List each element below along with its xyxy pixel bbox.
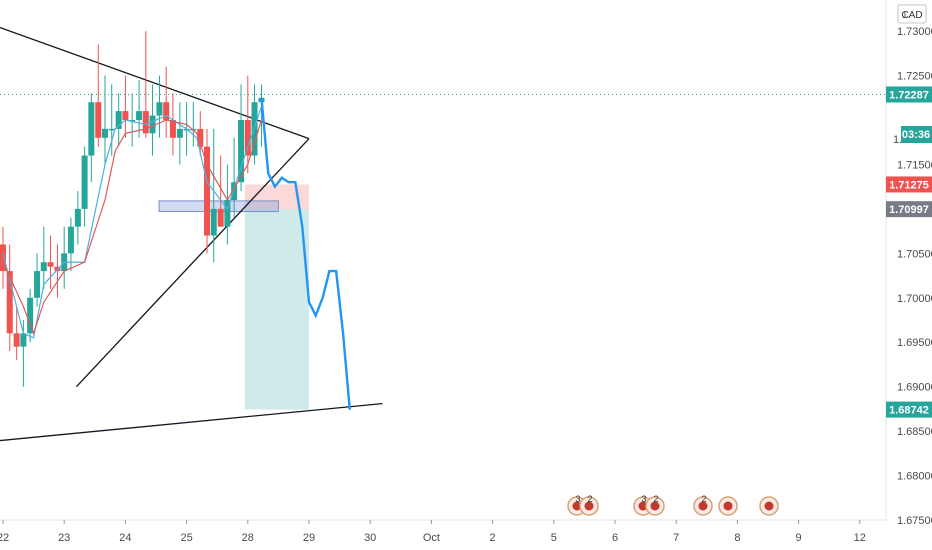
time-tick-label: 25 bbox=[180, 532, 192, 544]
flag-icon bbox=[638, 501, 648, 511]
series-line bbox=[2, 119, 263, 336]
price-tag-label: 1.70997 bbox=[889, 204, 929, 216]
time-tick-label: 22 bbox=[0, 532, 9, 544]
event-count-label: 2 bbox=[587, 494, 592, 504]
flag-icon bbox=[698, 501, 708, 511]
candle-body[interactable] bbox=[156, 102, 163, 116]
time-tick-label: 7 bbox=[673, 532, 679, 544]
flag-icon bbox=[584, 501, 594, 511]
event-count-label: 2 bbox=[701, 494, 706, 504]
candle-body[interactable] bbox=[163, 102, 170, 120]
candle-body[interactable] bbox=[136, 111, 143, 120]
time-tick-label: 6 bbox=[612, 532, 618, 544]
candle-body[interactable] bbox=[115, 111, 122, 129]
candle-body[interactable] bbox=[108, 128, 115, 131]
price-tag-label: 1.71275 bbox=[889, 179, 929, 191]
candle-body[interactable] bbox=[95, 102, 102, 138]
candle-body[interactable] bbox=[231, 182, 238, 200]
candle-body[interactable] bbox=[6, 271, 13, 334]
candle-body[interactable] bbox=[13, 333, 20, 347]
price-tick-label: 1.67500 bbox=[897, 515, 932, 527]
candle-body[interactable] bbox=[238, 120, 245, 183]
candle-body[interactable] bbox=[0, 244, 6, 272]
candle-body[interactable] bbox=[102, 128, 108, 138]
take-profit-zone[interactable] bbox=[244, 209, 309, 410]
plot-area[interactable] bbox=[0, 0, 886, 520]
candle-body[interactable] bbox=[40, 262, 47, 272]
price-tick-label: 1.69500 bbox=[897, 337, 932, 349]
price-tag bbox=[886, 201, 932, 218]
price-tag-label: 1.68742 bbox=[889, 405, 929, 417]
currency-box[interactable] bbox=[897, 4, 927, 24]
candle-body[interactable] bbox=[169, 120, 176, 138]
currency-label: CAD bbox=[901, 10, 922, 21]
time-tick-label: 8 bbox=[734, 532, 740, 544]
flag-icon bbox=[572, 501, 582, 511]
axis-top-label: 1. bbox=[902, 10, 910, 21]
candle-body[interactable] bbox=[224, 200, 231, 227]
series-line bbox=[260, 97, 351, 410]
price-tick-label: 1.72500 bbox=[897, 71, 932, 83]
price-tick-label: 1.73000 bbox=[897, 26, 932, 38]
price-tag bbox=[886, 176, 932, 193]
price-tick-label: 1.68500 bbox=[897, 426, 932, 438]
candle-body[interactable] bbox=[149, 115, 156, 134]
time-axis[interactable] bbox=[0, 520, 886, 550]
candle-body[interactable] bbox=[27, 297, 34, 334]
event-count-label: 2 bbox=[653, 494, 658, 504]
candle-body[interactable] bbox=[251, 102, 258, 156]
trendline[interactable] bbox=[0, 402, 383, 442]
price-tick-label: 1.68000 bbox=[897, 471, 932, 483]
time-tick-label: 23 bbox=[58, 532, 70, 544]
candle-body[interactable] bbox=[244, 120, 251, 156]
event-count-label: 3 bbox=[575, 494, 580, 504]
event-count-label: 3 bbox=[641, 494, 646, 504]
price-tick-label: 1.70500 bbox=[897, 248, 932, 260]
flag-icon bbox=[650, 501, 660, 511]
time-tick-label: 12 bbox=[854, 532, 866, 544]
time-tick-label: 30 bbox=[364, 532, 376, 544]
candle-body[interactable] bbox=[47, 262, 54, 267]
candle-body[interactable] bbox=[210, 208, 217, 236]
time-tick-label: 28 bbox=[242, 532, 254, 544]
time-tick-label: 29 bbox=[303, 532, 315, 544]
candle-body[interactable] bbox=[217, 208, 224, 227]
time-tick-label: Oct bbox=[423, 532, 440, 544]
axis-center-label: 1. bbox=[893, 134, 902, 146]
flag-icon bbox=[723, 501, 733, 511]
trendline[interactable] bbox=[0, 0, 310, 140]
candle-body[interactable] bbox=[81, 155, 88, 209]
candle-body[interactable] bbox=[142, 111, 149, 134]
candle-body[interactable] bbox=[129, 120, 136, 122]
candle-body[interactable] bbox=[176, 128, 183, 138]
candle-body[interactable] bbox=[122, 111, 129, 120]
price-tick-label: 1.71500 bbox=[897, 159, 932, 171]
candle-body[interactable] bbox=[88, 102, 95, 156]
price-tag bbox=[886, 401, 932, 418]
candle-body[interactable] bbox=[74, 208, 81, 227]
price-tick-label: 1.69000 bbox=[897, 382, 932, 394]
flag-icon bbox=[764, 501, 774, 511]
countdown-tag bbox=[901, 126, 932, 143]
countdown-label: 03:36 bbox=[902, 129, 930, 141]
time-tick-label: 2 bbox=[490, 532, 496, 544]
time-tick-label: 24 bbox=[119, 532, 131, 544]
candle-body[interactable] bbox=[67, 226, 74, 254]
series-line bbox=[2, 106, 263, 339]
time-tick-label: 5 bbox=[551, 532, 557, 544]
candle-body[interactable] bbox=[197, 128, 204, 147]
candle-body[interactable] bbox=[34, 271, 41, 298]
price-tag bbox=[886, 86, 932, 103]
candle-body[interactable] bbox=[204, 146, 210, 236]
price-tick-label: 1.70000 bbox=[897, 293, 932, 305]
time-tick-label: 9 bbox=[796, 532, 802, 544]
candle-body[interactable] bbox=[20, 333, 27, 347]
price-tag-label: 1.72287 bbox=[889, 89, 929, 101]
